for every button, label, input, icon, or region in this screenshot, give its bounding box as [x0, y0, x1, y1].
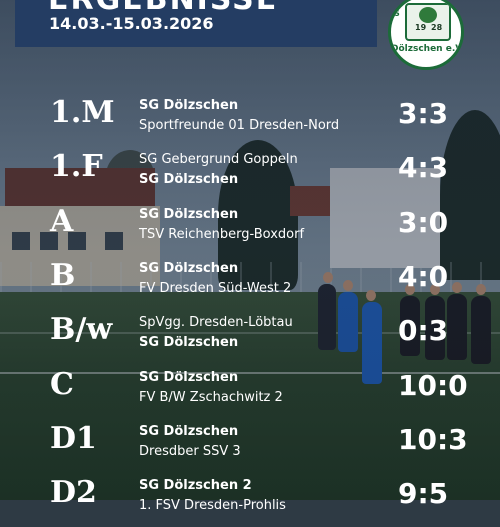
result-row: D1 SG Dölzschen Dresdber SSV 3 10:3 [0, 421, 500, 473]
header-title: ERGEBNISSE [48, 0, 278, 17]
result-row: B SG Dölzschen FV Dresden Süd-West 2 4:0 [0, 258, 500, 310]
home-team: SG Dölzschen [139, 370, 239, 385]
logo-club-name: Dölzschen e.V. [391, 44, 464, 54]
dark-overlay [0, 0, 500, 500]
team-code: A [50, 204, 74, 239]
logo-emblem: 19 28 [405, 3, 451, 41]
score: 3:3 [398, 97, 449, 130]
house-window [40, 232, 58, 250]
result-row: 1.M SG Dölzschen Sportfreunde 01 Dresden… [0, 95, 500, 147]
score: 9:5 [398, 477, 449, 510]
home-team: SG Gebergrund Goppeln [139, 152, 298, 167]
club-logo: S 19 28 Dölzschen e.V. [388, 0, 464, 70]
team-code: 1.F [50, 149, 103, 184]
house-window [12, 232, 30, 250]
player-head [476, 284, 486, 295]
header-bar: ERGEBNISSE 14.03.-15.03.2026 [15, 0, 377, 47]
team-code: D1 [50, 421, 97, 456]
away-team: SG Dölzschen [139, 172, 239, 187]
score: 4:0 [398, 260, 449, 293]
away-team: FV Dresden Süd-West 2 [139, 281, 292, 296]
player-head [366, 290, 376, 301]
away-team: FV B/W Zschachwitz 2 [139, 390, 283, 405]
player [338, 292, 358, 352]
player-head [343, 280, 353, 291]
team-code: 1.M [50, 95, 115, 130]
home-team: SG Dölzschen [139, 424, 239, 439]
home-team: SpVgg. Dresden-Löbtau [139, 315, 293, 330]
house-roof [5, 168, 155, 208]
pitch-line [0, 332, 500, 334]
team-code: B/w [50, 312, 113, 347]
score: 0:3 [398, 314, 449, 347]
player-head [430, 284, 440, 295]
player [447, 294, 467, 360]
player [362, 302, 382, 384]
away-team: 1. FSV Dresden-Prohlis [139, 498, 286, 513]
result-row: 1.F SG Gebergrund Goppeln SG Dölzschen 4… [0, 149, 500, 201]
logo-tree-icon [419, 7, 437, 23]
score: 4:3 [398, 151, 449, 184]
house-window [68, 232, 86, 250]
player-head [323, 272, 333, 283]
away-team: Sportfreunde 01 Dresden-Nord [139, 118, 340, 133]
player-head [405, 284, 415, 295]
logo-year-left: 19 [415, 23, 427, 32]
house-window [105, 232, 123, 250]
header-date-range: 14.03.-15.03.2026 [49, 14, 214, 33]
home-team: SG Dölzschen [139, 207, 239, 222]
white-house [330, 168, 440, 268]
result-row: D2 SG Dölzschen 2 1. FSV Dresden-Prohlis… [0, 475, 500, 527]
tree [218, 140, 298, 290]
home-team: SG Dölzschen [139, 98, 239, 113]
logo-side-letter: S [394, 9, 400, 18]
result-row: A SG Dölzschen TSV Reichenberg-Boxdorf 3… [0, 204, 500, 256]
team-code: B [50, 258, 76, 293]
tree [440, 110, 500, 280]
home-team: SG Dölzschen [139, 261, 239, 276]
fence [0, 262, 500, 292]
result-row: B/w SpVgg. Dresden-Löbtau SG Dölzschen 0… [0, 312, 500, 364]
logo-year-right: 28 [431, 23, 443, 32]
score: 3:0 [398, 206, 449, 239]
team-code: D2 [50, 475, 97, 510]
away-team: SG Dölzschen [139, 335, 239, 350]
away-team: Dresdber SSV 3 [139, 444, 241, 459]
away-team: TSV Reichenberg-Boxdorf [139, 227, 305, 242]
player [400, 296, 420, 356]
player [318, 284, 336, 350]
home-team: SG Dölzschen 2 [139, 478, 252, 493]
result-row: C SG Dölzschen FV B/W Zschachwitz 2 10:0 [0, 367, 500, 419]
team-code: C [50, 367, 74, 402]
pitch-line [0, 372, 500, 374]
score: 10:3 [398, 423, 468, 456]
player [471, 296, 491, 364]
player [425, 296, 445, 360]
player-head [452, 282, 462, 293]
score: 10:0 [398, 369, 468, 402]
